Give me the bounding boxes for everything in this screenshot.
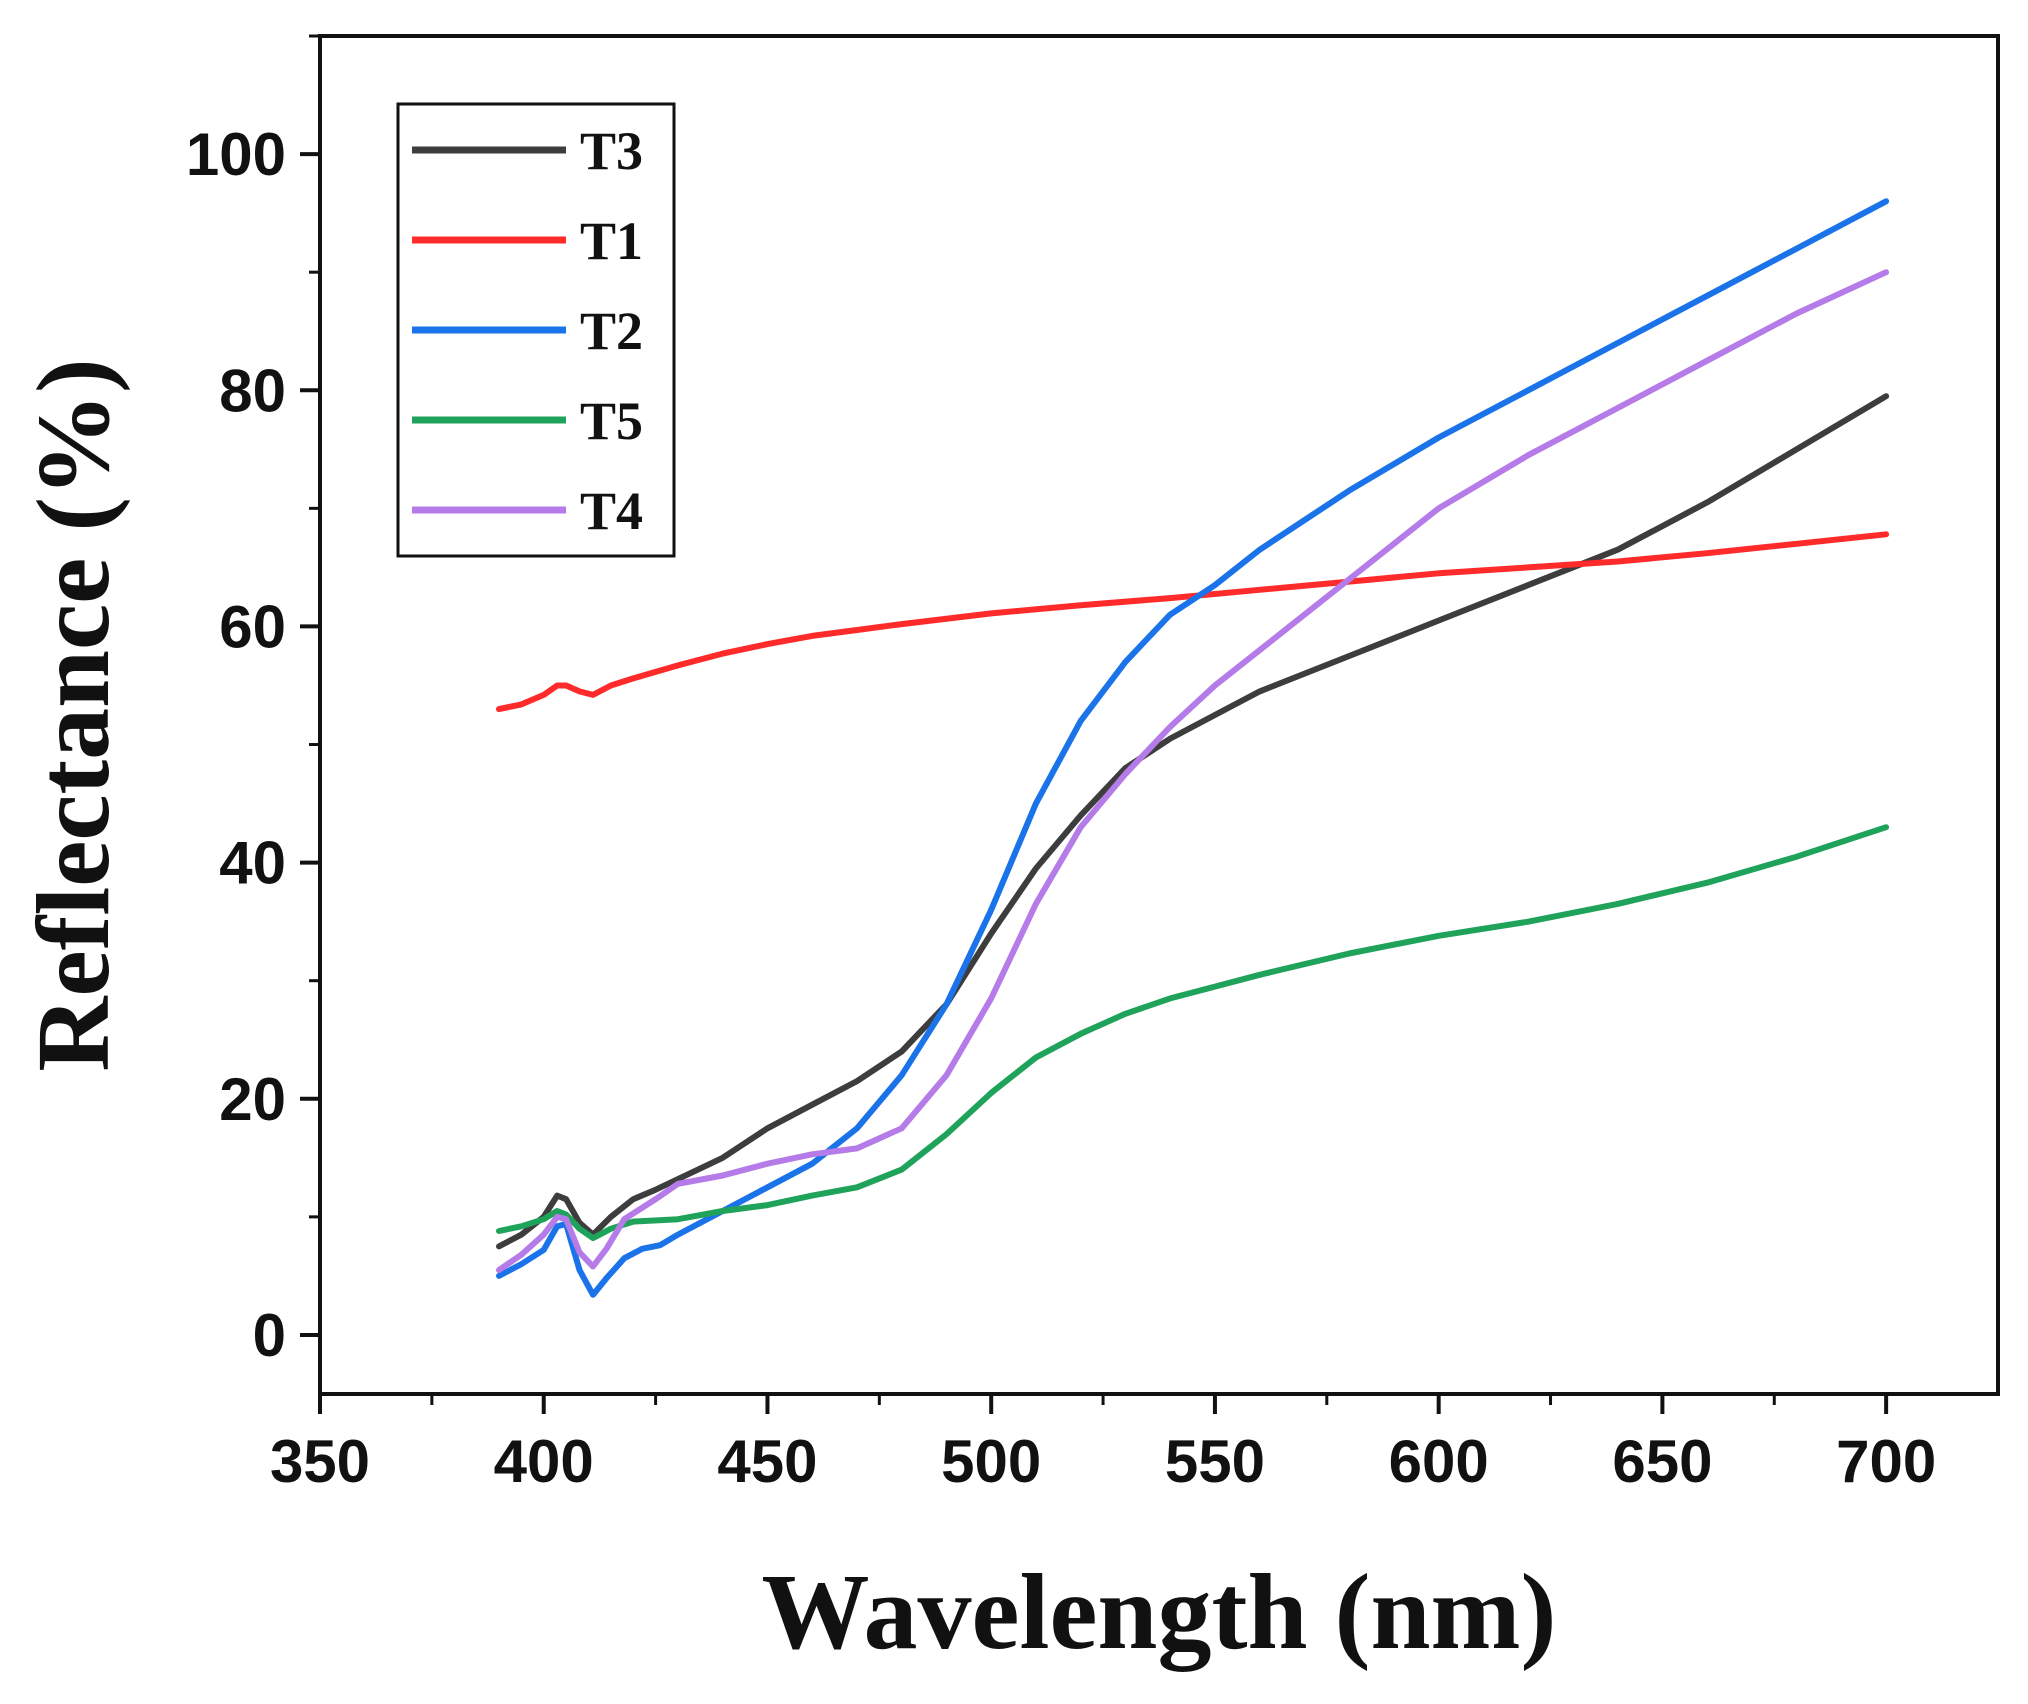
y-tick-label: 0 bbox=[253, 1302, 286, 1369]
plot-frame bbox=[318, 34, 2000, 1396]
y-tick-label: 80 bbox=[219, 357, 286, 424]
y-tick-label: 60 bbox=[219, 593, 286, 660]
legend-label-t4: T4 bbox=[580, 481, 643, 541]
series-lines bbox=[496, 198, 1890, 1298]
series-line-t4 bbox=[496, 269, 1890, 1273]
legend-label-t3: T3 bbox=[580, 121, 643, 181]
x-tick-label: 600 bbox=[1389, 1428, 1489, 1495]
axis-ticks: 350 400 450 500 550 600 650 700 0 20 40 60 80 100 bbox=[186, 34, 1936, 1495]
y-axis-title: Reflectance (%) bbox=[16, 358, 131, 1071]
series-line-t1 bbox=[496, 531, 1890, 713]
series-line-t3 bbox=[496, 393, 1890, 1250]
x-tick-label: 350 bbox=[270, 1428, 370, 1495]
x-tick-label: 400 bbox=[494, 1428, 594, 1495]
x-axis-title: Wavelength (nm) bbox=[762, 1553, 1557, 1672]
y-tick-label: 100 bbox=[186, 121, 286, 188]
x-tick-label: 550 bbox=[1165, 1428, 1265, 1495]
legend-label-t5: T5 bbox=[580, 391, 643, 451]
legend-label-t2: T2 bbox=[580, 301, 643, 361]
series-line-t5 bbox=[496, 824, 1890, 1242]
legend: T3 T1 T2 T5 T4 bbox=[396, 102, 676, 558]
y-tick-label: 40 bbox=[219, 830, 286, 897]
series-line-t2 bbox=[496, 198, 1890, 1298]
x-tick-label: 650 bbox=[1612, 1428, 1712, 1495]
x-tick-label: 500 bbox=[941, 1428, 1041, 1495]
y-tick-label: 20 bbox=[219, 1066, 286, 1133]
x-tick-label: 700 bbox=[1836, 1428, 1936, 1495]
legend-label-t1: T1 bbox=[580, 211, 643, 271]
x-tick-label: 450 bbox=[717, 1428, 817, 1495]
